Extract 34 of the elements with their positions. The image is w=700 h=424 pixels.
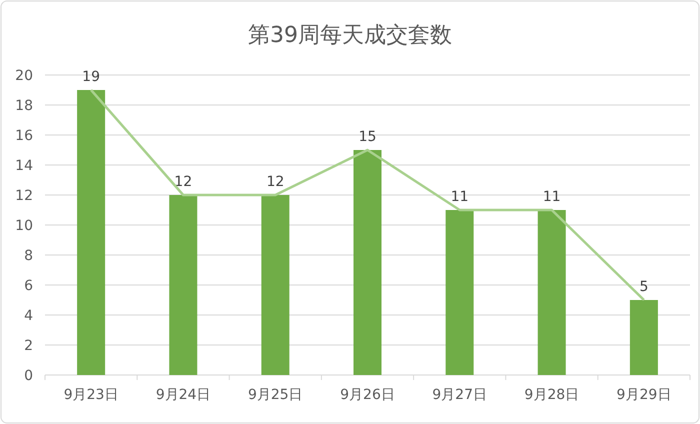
bar [261,195,290,375]
y-tick-label: 6 [24,278,34,294]
y-tick-label: 0 [24,368,33,384]
x-tick-label: 9月28日 [524,387,580,403]
y-tick-label: 2 [24,338,33,354]
bar [354,150,382,375]
data-label: 11 [542,189,561,205]
bar [77,90,106,375]
x-tick-label: 9月23日 [64,387,118,403]
bar [446,210,474,375]
data-label: 11 [450,189,469,205]
line-series [90,88,646,302]
y-tick-label: 16 [15,128,34,144]
data-label: 15 [358,129,376,145]
data-label: 5 [639,279,648,295]
y-tick-label: 20 [15,68,33,84]
y-tick-label: 8 [24,248,33,264]
x-tick-label: 9月26日 [340,387,395,403]
y-tick-label: 12 [15,188,33,204]
y-tick-label: 18 [15,98,33,114]
y-tick-label: 4 [24,308,34,324]
data-label: 12 [266,174,284,190]
y-tick-label: 10 [15,218,33,234]
y-tick-label: 14 [15,158,34,174]
x-tick-label: 9月24日 [156,387,211,403]
x-tick-label: 9月27日 [432,387,488,403]
chart-title: 第39周每天成交套数 [248,23,452,48]
data-label: 12 [174,174,192,190]
x-tick-label: 9月29日 [616,387,672,403]
data-label: 19 [82,69,100,85]
bar [630,300,658,375]
x-tick-label: 9月25日 [248,387,303,403]
bar [169,195,198,375]
bar [538,210,566,375]
